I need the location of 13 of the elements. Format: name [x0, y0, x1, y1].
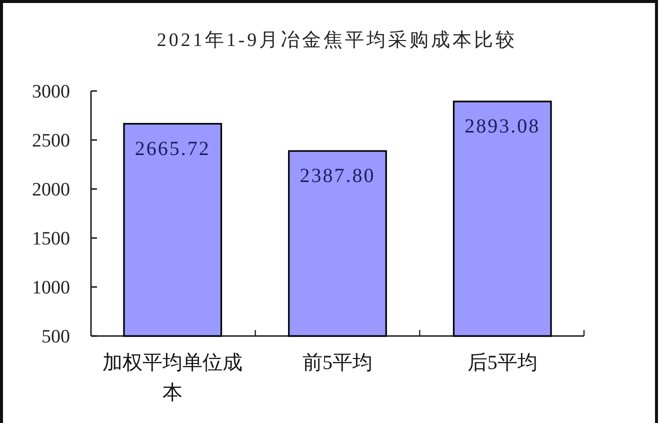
- data-label: 2893.08: [464, 115, 540, 138]
- y-tick-label: 2500: [32, 130, 70, 152]
- y-tick-label: 1000: [32, 278, 70, 299]
- x-tick-label: 加权平均单位成本: [102, 352, 243, 404]
- x-tick-label: 前5平均: [302, 352, 372, 374]
- data-label: 2387.80: [300, 164, 376, 187]
- y-tick-label: 1500: [32, 228, 70, 250]
- x-tick-label: 后5平均: [467, 352, 538, 374]
- y-tick-label: 3000: [32, 82, 70, 103]
- y-tick-label: 500: [42, 326, 70, 348]
- y-tick-label: 2000: [32, 180, 70, 201]
- chart-title: 2021年1-9月冶金焦平均采购成本比较: [156, 30, 518, 51]
- data-label: 2665.72: [134, 138, 210, 160]
